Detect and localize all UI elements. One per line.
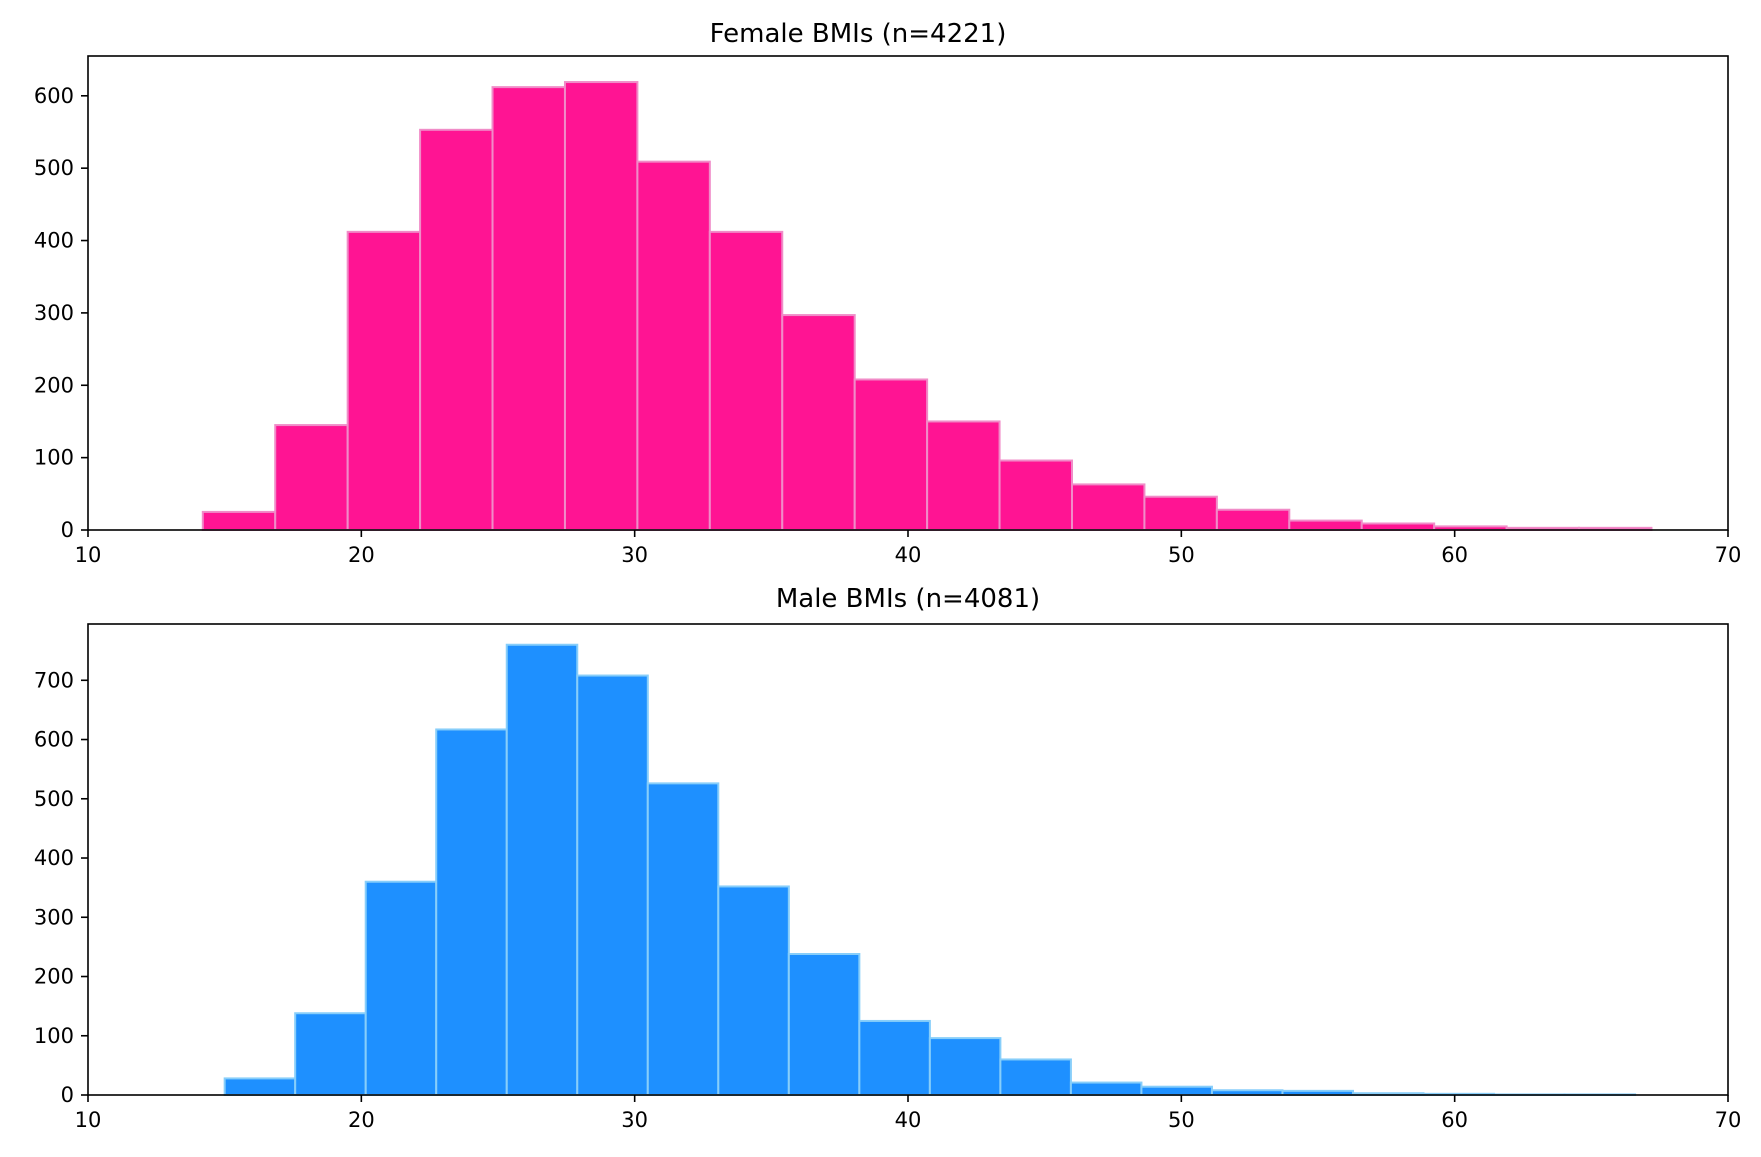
female-bar-9	[853, 378, 929, 532]
female-x-tick-label: 20	[348, 543, 375, 567]
female-bars	[201, 81, 1653, 532]
male-bar-5	[576, 674, 649, 1096]
male-y-tick-label: 400	[34, 846, 74, 870]
male-bar-11	[999, 1058, 1072, 1096]
female-x-tick-label: 40	[895, 543, 922, 567]
male-x-tick-label: 40	[895, 1108, 922, 1132]
female-y-tick-label: 0	[61, 518, 74, 542]
male-y-tick-label: 0	[61, 1083, 74, 1107]
male-x-tick-label: 50	[1168, 1108, 1195, 1132]
male-y-tick-label: 100	[34, 1024, 74, 1048]
male-x-tick-label: 20	[348, 1108, 375, 1132]
female-bar-13	[1143, 495, 1218, 531]
male-bar-7	[717, 885, 790, 1097]
male-bar-8	[787, 953, 861, 1096]
male-bar-9	[858, 1019, 931, 1096]
male-bar-10	[928, 1037, 1002, 1096]
male-x-tick-label: 10	[75, 1108, 102, 1132]
female-bar-1	[274, 424, 349, 532]
male-bar-2	[364, 880, 438, 1096]
male-y-tick-label: 200	[34, 965, 74, 989]
female-bmi-panel: Female BMIs (n=4221) 10 20 30 40 50 60 70 0 100…	[34, 19, 1741, 567]
male-y-tick-label: 700	[34, 668, 74, 692]
female-x-tick-label: 30	[621, 543, 648, 567]
male-bar-12	[1069, 1081, 1143, 1097]
female-bar-0	[201, 510, 277, 532]
female-bar-5	[563, 81, 639, 532]
female-y-tick-label: 500	[34, 156, 74, 180]
male-bar-4	[505, 643, 579, 1096]
female-bar-11	[998, 459, 1074, 531]
female-bar-4	[491, 86, 566, 532]
male-chart-title: Male BMIs (n=4081)	[776, 584, 1040, 614]
male-y-tick-label: 300	[34, 905, 74, 929]
female-bar-16	[1360, 522, 1436, 531]
female-y-ticks: 0 100 200 300 400 500 600	[34, 84, 88, 542]
female-bar-14	[1215, 508, 1291, 531]
female-x-tick-label: 50	[1168, 543, 1195, 567]
male-x-ticks: 10 20 30 40 50 60 70	[75, 1095, 1742, 1132]
female-y-tick-label: 400	[34, 229, 74, 253]
male-bmi-panel: Male BMIs (n=4081) 10 20 30 40 50 60 70 0 100 20…	[34, 584, 1741, 1132]
female-x-ticks: 10 20 30 40 50 60 70	[75, 530, 1742, 567]
male-bar-1	[294, 1012, 367, 1096]
male-y-ticks: 0 100 200 300 400 500 600 700	[34, 668, 88, 1107]
female-bar-8	[781, 314, 856, 531]
female-bar-2	[346, 230, 422, 531]
female-y-tick-label: 200	[34, 373, 74, 397]
male-x-tick-label: 70	[1715, 1108, 1742, 1132]
male-bar-0	[223, 1077, 297, 1097]
female-bar-6	[636, 160, 711, 531]
female-y-tick-label: 300	[34, 301, 74, 325]
female-y-tick-label: 100	[34, 446, 74, 470]
female-bar-15	[1288, 519, 1363, 532]
female-bar-10	[926, 420, 1001, 532]
female-y-tick-label: 600	[34, 84, 74, 108]
female-bar-7	[708, 230, 784, 531]
female-x-tick-label: 10	[75, 543, 102, 567]
male-x-tick-label: 30	[621, 1108, 648, 1132]
male-y-tick-label: 500	[34, 787, 74, 811]
male-bar-3	[435, 728, 508, 1097]
male-bar-6	[646, 782, 720, 1096]
male-y-tick-label: 600	[34, 728, 74, 752]
female-x-tick-label: 60	[1441, 543, 1468, 567]
male-x-tick-label: 60	[1441, 1108, 1468, 1132]
female-x-tick-label: 70	[1715, 543, 1742, 567]
female-chart-title: Female BMIs (n=4221)	[710, 19, 1007, 49]
male-bar-13	[1140, 1085, 1213, 1096]
female-bar-12	[1071, 483, 1146, 532]
female-bar-3	[419, 128, 494, 531]
